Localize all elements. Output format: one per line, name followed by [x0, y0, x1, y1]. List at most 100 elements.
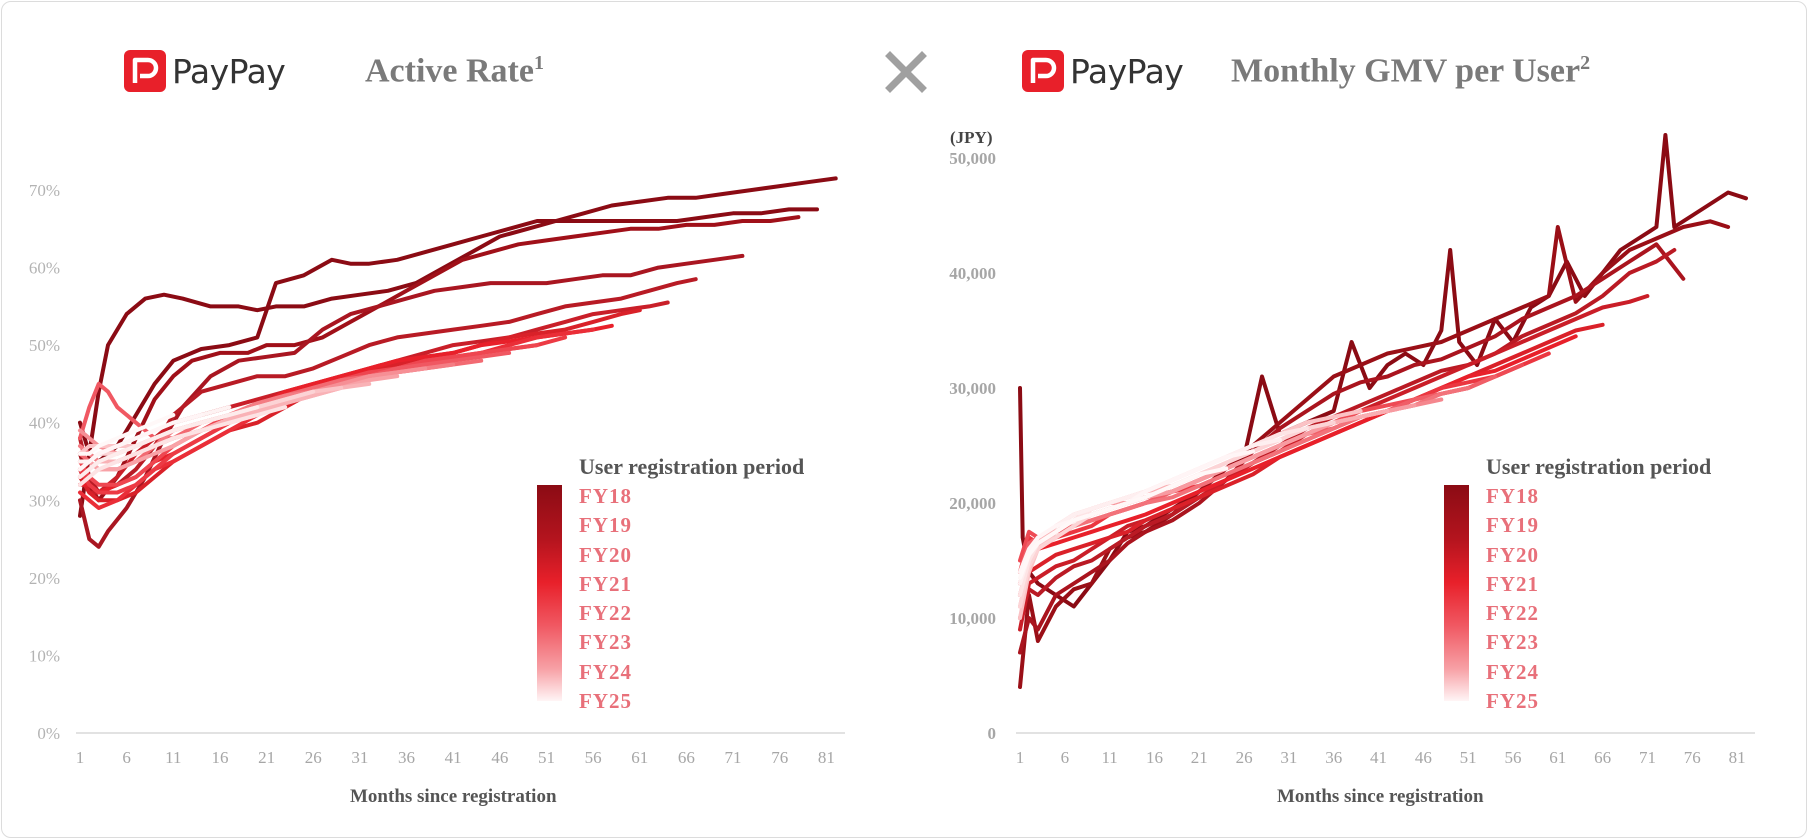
y-tick-label: 30%: [29, 491, 60, 510]
brand-name: PayPay: [172, 51, 286, 91]
y-tick-label: 50%: [29, 336, 60, 355]
series-line: [78, 277, 698, 495]
series-line: [1018, 466, 1229, 580]
y-tick-label: 0%: [37, 724, 60, 743]
series-line: [78, 405, 288, 487]
y-tick-label: 50,000: [949, 149, 996, 168]
x-tick-label: 16: [211, 748, 228, 767]
left-x-axis-label: Months since registration: [350, 786, 557, 807]
paypay-logo-left: PayPay: [124, 50, 286, 92]
y-tick-label: 40%: [29, 414, 60, 433]
legend-item: FY19: [1486, 513, 1539, 538]
legend-item: FY20: [579, 542, 632, 567]
x-tick-label: 66: [1594, 748, 1611, 767]
brand-name: PayPay: [1070, 51, 1184, 91]
right-legend: User registration period FY18 FY19 FY20 …: [1444, 454, 1711, 716]
x-tick-label: 26: [1236, 748, 1253, 767]
y-tick-label: 60%: [29, 259, 60, 278]
y-tick-label: 10,000: [949, 609, 996, 628]
legend-item: FY21: [1486, 571, 1539, 596]
series-line: [78, 413, 204, 472]
close-x-icon: [885, 51, 927, 93]
series-line: [78, 327, 596, 510]
legend-item: FY24: [1486, 659, 1539, 684]
series-line: [1018, 403, 1417, 609]
x-tick-label: 1: [76, 748, 85, 767]
x-tick-label: 61: [631, 748, 648, 767]
series-line: [1018, 294, 1650, 632]
legend-item: FY19: [579, 513, 632, 538]
x-tick-label: 71: [1639, 748, 1656, 767]
series-line: [78, 215, 801, 503]
x-tick-label: 6: [122, 748, 131, 767]
legend-item: FY23: [1486, 630, 1539, 655]
y-tick-label: 20,000: [949, 494, 996, 513]
legend-item: FY24: [579, 659, 632, 684]
legend-item: FY22: [1486, 601, 1539, 626]
legend-title: User registration period: [1486, 454, 1712, 479]
left-title-footnote: 1: [533, 52, 544, 74]
x-tick-label: 41: [445, 748, 462, 767]
x-tick-label: 71: [725, 748, 742, 767]
right-title-footnote: 2: [1580, 52, 1591, 74]
y-tick-label: 30,000: [949, 379, 996, 398]
paypay-mark-icon: [1022, 50, 1064, 92]
legend-title: User registration period: [579, 454, 805, 479]
x-tick-label: 51: [538, 748, 555, 767]
x-tick-label: 21: [1191, 748, 1208, 767]
y-tick-label: 10%: [29, 646, 60, 665]
x-tick-label: 61: [1549, 748, 1566, 767]
series-line: [78, 207, 819, 464]
x-tick-label: 46: [491, 748, 508, 767]
right-title-text: Monthly GMV per User: [1231, 52, 1581, 90]
x-tick-label: 31: [351, 748, 368, 767]
right-chart-title: Monthly GMV per User2: [1231, 52, 1590, 90]
x-tick-label: 36: [398, 748, 415, 767]
series-line: [1018, 334, 1578, 586]
right-x-axis-label: Months since registration: [1277, 786, 1484, 807]
x-tick-label: 1: [1016, 748, 1025, 767]
x-tick-label: 76: [771, 748, 788, 767]
x-tick-label: 51: [1460, 748, 1477, 767]
left-legend: User registration period FY18 FY19 FY20 …: [537, 454, 804, 716]
left-chart-title: Active Rate1: [365, 52, 544, 90]
series-line: [78, 335, 568, 495]
x-tick-label: 46: [1415, 748, 1432, 767]
right-y-unit-label: (JPY): [950, 128, 993, 147]
x-tick-label: 16: [1146, 748, 1163, 767]
x-tick-label: 56: [585, 748, 602, 767]
legend-item: FY21: [579, 571, 632, 596]
x-tick-label: 21: [258, 748, 275, 767]
x-tick-label: 56: [1504, 748, 1521, 767]
y-tick-label: 70%: [29, 181, 60, 200]
series-line: [1018, 219, 1731, 689]
x-tick-label: 11: [1101, 748, 1117, 767]
paypay-logo-right: PayPay: [1022, 50, 1184, 92]
series-line: [1018, 242, 1686, 655]
legend-item: FY22: [579, 601, 632, 626]
paypay-mark-icon: [124, 50, 166, 92]
legend-item: FY20: [1486, 542, 1539, 567]
x-tick-label: 81: [818, 748, 835, 767]
x-tick-label: 6: [1061, 748, 1070, 767]
y-tick-label: 0: [988, 724, 997, 743]
x-tick-label: 81: [1729, 748, 1746, 767]
series-line: [1018, 322, 1605, 597]
x-tick-label: 36: [1325, 748, 1342, 767]
x-tick-label: 11: [165, 748, 181, 767]
legend-gradient-bar: [1444, 485, 1469, 701]
x-tick-label: 26: [305, 748, 322, 767]
legend-gradient-bar: [537, 485, 562, 701]
left-title-text: Active Rate: [365, 52, 534, 90]
legend-item: FY18: [1486, 484, 1539, 508]
y-tick-label: 20%: [29, 569, 60, 588]
x-tick-label: 76: [1684, 748, 1701, 767]
legend-item: FY25: [1486, 689, 1539, 714]
series-line: [78, 176, 838, 518]
legend-item: FY25: [579, 689, 632, 714]
legend-item: FY23: [579, 630, 632, 655]
x-tick-label: 66: [678, 748, 695, 767]
x-tick-label: 31: [1280, 748, 1297, 767]
series-line: [78, 405, 260, 479]
